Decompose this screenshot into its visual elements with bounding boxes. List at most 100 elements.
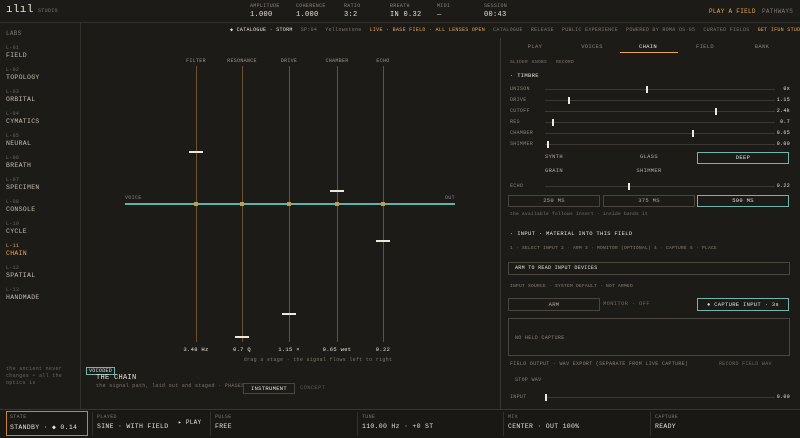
- tab-underline: [620, 52, 678, 53]
- output-label: OUT: [445, 195, 455, 201]
- lab-link[interactable]: ORBITAL: [6, 96, 36, 103]
- sidebar-note: the ancient never changes • all the opti…: [6, 366, 63, 386]
- stat-value: 1.000: [250, 11, 273, 19]
- held-capture: NO HELD CAPTURE: [515, 335, 565, 341]
- panel-tab[interactable]: BANK: [754, 43, 770, 50]
- lab-link[interactable]: BREATH: [6, 162, 32, 169]
- lab-link[interactable]: CYCLE: [6, 228, 28, 235]
- footer-divider: [503, 412, 504, 436]
- stage-handle[interactable]: [330, 190, 344, 192]
- stage-handle[interactable]: [235, 336, 249, 338]
- nav-link[interactable]: PLAY A FIELD: [709, 8, 756, 15]
- topbar: [0, 0, 800, 23]
- lab-link[interactable]: SPATIAL: [6, 272, 36, 279]
- mode-button[interactable]: DEEP: [697, 152, 789, 164]
- stop-button[interactable]: STOP WAV: [515, 377, 542, 383]
- mode-button[interactable]: GRAIN: [544, 167, 563, 174]
- crumb[interactable]: PUBLIC EXPERIENCE: [561, 27, 619, 33]
- subtab[interactable]: SLIDER: [510, 60, 529, 65]
- stat-label: BREATH: [390, 3, 410, 9]
- lab-link[interactable]: FIELD: [6, 52, 28, 59]
- time-button[interactable]: 250 MS: [508, 195, 600, 207]
- lab-link[interactable]: CYMATICS: [6, 118, 40, 125]
- echo-label: ECHO: [510, 183, 524, 189]
- subtab[interactable]: KNOBS: [532, 60, 548, 65]
- subtab[interactable]: RECORD: [556, 60, 575, 65]
- stage-name: DRIVE: [280, 58, 298, 64]
- input-button[interactable]: MONITOR · OFF: [603, 300, 650, 307]
- stage-node: [194, 202, 198, 206]
- play-button[interactable]: ▸ PLAY: [178, 419, 202, 426]
- input-label: VOICE: [125, 195, 142, 201]
- slider-thumb[interactable]: [627, 183, 630, 190]
- slider-thumb[interactable]: [547, 141, 550, 148]
- mode-button[interactable]: SYNTH: [544, 153, 563, 160]
- slider-thumb[interactable]: [568, 97, 570, 104]
- stage-name: FILTER: [186, 58, 206, 64]
- slider-value: 2.4k: [776, 108, 790, 114]
- footer-value: SINE · WITH FIELD: [97, 423, 169, 430]
- lab-link[interactable]: CONSOLE: [6, 206, 36, 213]
- footer-value: CENTER · OUT 100%: [508, 423, 580, 430]
- lab-code: L-08: [6, 199, 20, 205]
- stat-value: 00:43: [484, 11, 507, 19]
- lab-code: L-01: [6, 45, 20, 51]
- stage-subtitle: the signal path, laid out and staged · P…: [96, 383, 245, 389]
- time-button[interactable]: 375 MS: [603, 195, 695, 207]
- device-select[interactable]: ARM TO READ INPUT DEVICES: [508, 262, 790, 275]
- lab-link[interactable]: TOPOLOGY: [6, 74, 40, 81]
- lab-code: L-03: [6, 89, 20, 95]
- stage-node: [287, 202, 291, 206]
- panel-tab[interactable]: FIELD: [695, 43, 714, 50]
- section-title: · TIMBRE: [510, 72, 539, 79]
- mode-button[interactable]: GLASS: [639, 153, 658, 160]
- slider-track: [545, 397, 775, 398]
- slider-thumb[interactable]: [715, 108, 718, 115]
- stat-value: —: [437, 11, 442, 19]
- lab-link[interactable]: SPECIMEN: [6, 184, 40, 191]
- slider-thumb[interactable]: [551, 119, 554, 126]
- panel-tab[interactable]: VOICES: [581, 43, 603, 50]
- stage-handle[interactable]: [376, 240, 390, 242]
- stage-tab[interactable]: CONCEPT: [300, 384, 326, 391]
- lab-code: L-12: [6, 265, 20, 271]
- lab-code: L-05: [6, 133, 20, 139]
- nav-link[interactable]: PATHWAYS: [762, 8, 794, 15]
- stage-handle[interactable]: [282, 313, 296, 315]
- footer-bar: [0, 409, 800, 438]
- slider-thumb[interactable]: [545, 394, 547, 401]
- crumb[interactable]: CURATED FIELDS: [703, 27, 750, 33]
- slider-thumb[interactable]: [692, 130, 695, 137]
- section-title: · INPUT · MATERIAL INTO THIS FIELD: [510, 230, 633, 237]
- lab-link[interactable]: NEURAL: [6, 140, 32, 147]
- stat-value: 3:2: [344, 11, 358, 19]
- crumb[interactable]: POWERED BY ROMA OS·05: [626, 27, 696, 33]
- stat-label: AMPLITUDE: [250, 3, 280, 9]
- crumb[interactable]: GET IFUN STUDIO ▾: [757, 27, 800, 33]
- crumb[interactable]: CATALOGUE: [493, 27, 523, 33]
- stage-title: THE CHAIN: [96, 374, 137, 382]
- badge: VOCODED: [86, 367, 116, 375]
- slider-label: CUTOFF: [510, 108, 530, 114]
- input-button[interactable]: ARM: [508, 298, 600, 311]
- footer-label: STATE: [10, 414, 27, 420]
- crumb[interactable]: RELEASE: [530, 27, 554, 33]
- input-button[interactable]: ● CAPTURE INPUT · 3s: [697, 298, 789, 311]
- panel-divider: [500, 38, 501, 409]
- time-button[interactable]: 500 MS: [697, 195, 789, 207]
- stage-tab[interactable]: INSTRUMENT: [243, 383, 295, 394]
- record-button[interactable]: RECORD FIELD WAV: [719, 361, 772, 367]
- mode-button[interactable]: SHIMMER: [636, 167, 662, 174]
- panel-tab[interactable]: PLAY: [527, 43, 543, 50]
- panel-tab[interactable]: CHAIN: [638, 43, 657, 50]
- lab-link[interactable]: CHAIN: [6, 250, 28, 257]
- footer-value: STANDBY · ◆ 0.14: [10, 424, 78, 431]
- breadcrumb-bar: ◆ CATALOGUE · STORM SP:04 Yellowstone LIVE …: [230, 27, 800, 33]
- stage-handle[interactable]: [189, 151, 203, 153]
- slider-track: [545, 89, 775, 90]
- lab-link[interactable]: HANDMADE: [6, 294, 40, 301]
- slider-thumb[interactable]: [646, 86, 649, 93]
- slider-label: UNISON: [510, 86, 530, 92]
- stage-value: 0.22: [375, 346, 391, 353]
